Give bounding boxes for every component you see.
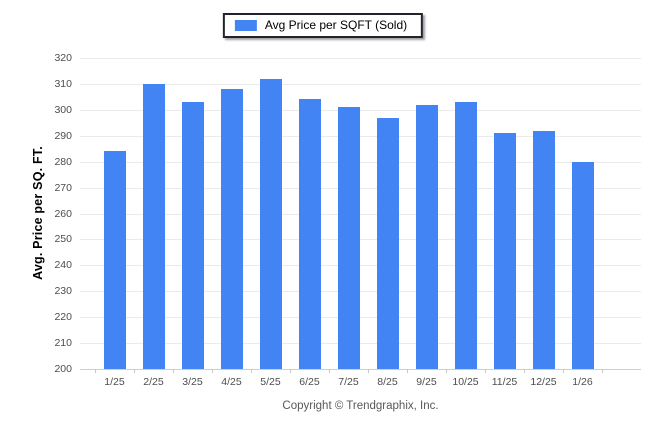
x-axis-tick-label: 5/25 [260,376,281,388]
x-axis-tick-label: 7/25 [338,376,359,388]
plot-area: 1/25 2/25 3/25 4/25 5/25 6/25 7/25 8/25 9/25 10/2… [80,58,641,388]
x-axis-tick-label: 9/25 [416,376,437,388]
gridline [80,343,641,345]
gridline [80,317,641,319]
x-axis-tick [602,369,603,373]
x-axis-tick-label: 11/25 [491,376,518,388]
y-axis-tick-label: 240 [54,259,72,272]
x-axis-tick [329,369,330,373]
x-axis-tick-label: 12/25 [530,376,557,388]
legend-swatch-icon [234,20,257,31]
y-axis-tick-label: 250 [54,233,72,246]
copyright-text: Copyright © Trendgraphix, Inc. [282,400,439,412]
bar-1-25[interactable] [103,151,126,369]
x-axis-tick-label: 10/25 [452,376,479,388]
x-axis-tick-label: 8/25 [377,376,398,388]
legend: Avg Price per SQFT (Sold) [222,13,424,38]
bar-9-25[interactable] [415,104,438,369]
bar-7-25[interactable] [337,107,360,369]
legend-label: Avg Price per SQFT (Sold) [264,18,408,32]
y-axis-tick-label: 320 [54,52,72,64]
gridline [80,58,641,59]
x-axis-tick-label: 1/25 [104,376,125,388]
x-axis-tick-label: 1/26 [572,376,593,388]
gridline [80,213,641,215]
x-axis-tick [446,369,447,373]
bar-4-25[interactable] [220,89,243,369]
x-axis-tick-label: 2/25 [143,376,164,388]
gridline [80,187,641,189]
x-axis-tick [95,369,96,373]
bar-8-25[interactable] [376,117,399,369]
x-axis-tick [485,369,486,373]
y-axis-tick-label: 210 [54,337,72,350]
bar-10-25[interactable] [454,102,477,369]
x-axis-tick [563,369,564,373]
bar-3-25[interactable] [181,102,204,369]
y-axis-tick-label: 280 [54,155,72,168]
y-axis-tick-label: 220 [54,311,72,324]
y-axis-tick-label: 300 [54,103,72,116]
x-axis-tick-label: 6/25 [299,376,320,388]
gridline [80,161,641,163]
x-axis-tick [173,369,174,373]
y-axis-tick-label: 200 [54,363,72,375]
bar-5-25[interactable] [259,78,282,369]
x-axis-tick [251,369,252,373]
x-axis-tick [134,369,135,373]
y-axis-tick-label: 270 [54,181,72,194]
y-axis-tick-label: 290 [54,129,72,142]
x-axis-tick [368,369,369,373]
gridline [80,239,641,241]
y-axis-tick-labels: 320 310 300 290 280 270 260 250 240 230 220 210 200 [0,52,74,375]
x-axis-tick-label: 3/25 [182,376,203,388]
x-axis-line [80,369,641,370]
x-axis-tick [290,369,291,373]
bar-2-25[interactable] [142,83,165,369]
y-axis-tick-label: 230 [54,285,72,298]
x-axis-tick [212,369,213,373]
x-axis-tick [524,369,525,373]
bar-6-25[interactable] [298,99,321,369]
bar-1-26[interactable] [571,161,594,369]
y-axis-tick-label: 260 [54,207,72,220]
gridline [80,265,641,267]
bar-11-25[interactable] [493,133,516,369]
x-axis-tick [407,369,408,373]
bar-12-25[interactable] [532,130,555,369]
y-axis-tick-label: 310 [54,77,72,90]
gridline [80,291,641,293]
gridline [80,135,641,137]
x-axis-tick-label: 4/25 [221,376,242,388]
gridline [80,83,641,85]
gridline [80,109,641,111]
